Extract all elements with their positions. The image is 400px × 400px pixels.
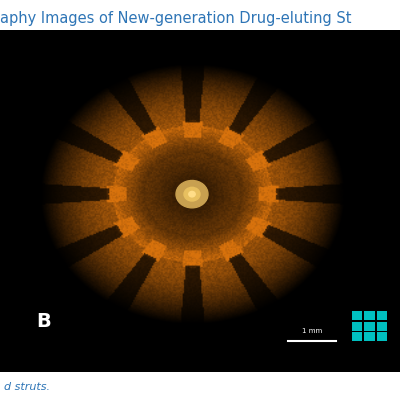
Bar bbox=[352, 332, 362, 341]
Bar bbox=[352, 322, 362, 331]
Circle shape bbox=[189, 192, 195, 197]
Circle shape bbox=[176, 180, 208, 208]
Bar bbox=[352, 311, 362, 320]
Text: B: B bbox=[36, 312, 51, 331]
Circle shape bbox=[184, 187, 200, 201]
Text: aphy Images of New-generation Drug-eluting St: aphy Images of New-generation Drug-eluti… bbox=[0, 10, 352, 26]
Bar bbox=[377, 311, 387, 320]
Text: d struts.: d struts. bbox=[4, 382, 50, 392]
Text: 1 mm: 1 mm bbox=[302, 328, 322, 334]
Bar bbox=[364, 311, 375, 320]
Bar bbox=[364, 322, 375, 331]
Bar bbox=[377, 332, 387, 341]
Bar bbox=[377, 322, 387, 331]
Bar bbox=[364, 332, 375, 341]
